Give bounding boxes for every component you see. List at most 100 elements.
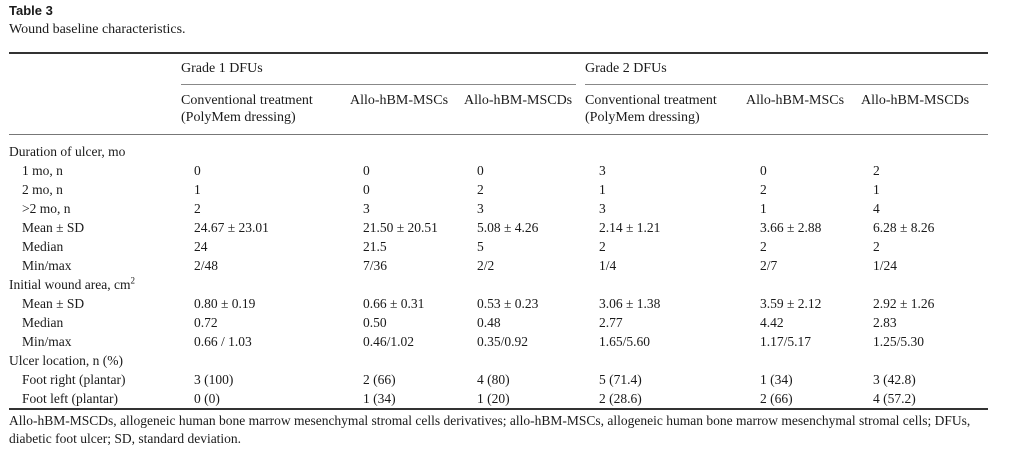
table-cell: 0 (0): [194, 391, 220, 406]
table-cell: 21.5: [363, 239, 387, 254]
column-header-g1-msc: Allo-hBM-MSCs: [350, 92, 448, 109]
table-cell: 1 (34): [363, 391, 396, 406]
table-cell: 0: [363, 163, 370, 178]
table-cell: 2.92 ± 1.26: [873, 296, 935, 311]
table-cell: 0.48: [477, 315, 501, 330]
row-label: Min/max: [22, 334, 72, 349]
table-cell: 4: [873, 201, 880, 216]
table-cell: 3: [599, 163, 606, 178]
table-cell: 3 (42.8): [873, 372, 916, 387]
table-row: Min/max 2/48 7/36 2/2 1/4 2/7 1/24: [9, 256, 983, 275]
table-row: 2 mo, n 1 0 2 1 2 1: [9, 180, 983, 199]
table-cell: 6.28 ± 8.26: [873, 220, 935, 235]
table-cell: 2: [477, 182, 484, 197]
section-title-duration: Duration of ulcer, mo: [9, 144, 126, 159]
row-label: 1 mo, n: [22, 163, 63, 178]
table-cell: 2.14 ± 1.21: [599, 220, 661, 235]
table-row: 1 mo, n 0 0 0 3 0 2: [9, 161, 983, 180]
table-row: Mean ± SD 0.80 ± 0.19 0.66 ± 0.31 0.53 ±…: [9, 294, 983, 313]
table-cell: 1.65/5.60: [599, 334, 651, 349]
table-cell: 0: [363, 182, 370, 197]
group-header-grade1: Grade 1 DFUs: [181, 61, 263, 76]
table-row: Median 24 21.5 5 2 2 2: [9, 237, 983, 256]
table-cell: 1: [760, 201, 767, 216]
table-row: Mean ± SD 24.67 ± 23.01 21.50 ± 20.51 5.…: [9, 218, 983, 237]
table-cell: 2: [760, 239, 767, 254]
column-header-line1: Conventional treatment: [585, 93, 717, 108]
table-cell: 0: [194, 163, 201, 178]
table-row: >2 mo, n 2 3 3 3 1 4: [9, 199, 983, 218]
group-underline-grade2: [585, 84, 988, 85]
section-header-row: Initial wound area, cm2: [9, 275, 983, 294]
table-cell: 2/48: [194, 258, 219, 273]
table-cell: 3: [477, 201, 484, 216]
table-cell: 2: [760, 182, 767, 197]
table-cell: 21.50 ± 20.51: [363, 220, 438, 235]
section-header-row: Duration of ulcer, mo: [9, 142, 983, 161]
table-cell: 3: [363, 201, 370, 216]
row-label: Mean ± SD: [22, 220, 85, 235]
table-row: Min/max 0.66 / 1.03 0.46/1.02 0.35/0.92 …: [9, 332, 983, 351]
table-cell: 3 (100): [194, 372, 234, 387]
table-cell: 1.25/5.30: [873, 334, 925, 349]
table-cell: 1: [599, 182, 606, 197]
table-cell: 5: [477, 239, 484, 254]
table-cell: 3.06 ± 1.38: [599, 296, 661, 311]
table-cell: 0: [760, 163, 767, 178]
group-header-grade2: Grade 2 DFUs: [585, 61, 667, 76]
row-label: Foot left (plantar): [22, 391, 118, 406]
column-header-g2-conventional: Conventional treatment (PolyMem dressing…: [585, 92, 717, 126]
table-cell: 4 (57.2): [873, 391, 916, 406]
column-header-line1: Allo-hBM-MSCs: [350, 93, 449, 108]
table-cell: 0.66 / 1.03: [194, 334, 252, 349]
table-cell: 0: [477, 163, 484, 178]
table-cell: 5.08 ± 4.26: [477, 220, 539, 235]
table-cell: 1/4: [599, 258, 617, 273]
table-cell: 0.80 ± 0.19: [194, 296, 256, 311]
table-footnote: Allo-hBM-MSCDs, allogeneic human bone ma…: [9, 413, 971, 446]
column-header-line1: Conventional treatment: [181, 93, 313, 108]
table-cell: 2.77: [599, 315, 623, 330]
data-table: Duration of ulcer, mo 1 mo, n 0 0 0 3 0 …: [9, 142, 983, 408]
table-cell: 3.66 ± 2.88: [760, 220, 822, 235]
table-cell: 1: [194, 182, 201, 197]
table-cell: 3: [599, 201, 606, 216]
table-cell: 2: [873, 239, 880, 254]
table-cell: 2: [873, 163, 880, 178]
table-cell: 1 (34): [760, 372, 793, 387]
column-header-line2: (PolyMem dressing): [181, 110, 296, 125]
section-header-row: Ulcer location, n (%): [9, 351, 983, 370]
column-header-line2: (PolyMem dressing): [585, 110, 700, 125]
header-rule: [9, 134, 988, 135]
table-cell: 0.66 ± 0.31: [363, 296, 425, 311]
group-underline-grade1: [181, 84, 576, 85]
superscript: 2: [130, 275, 135, 286]
top-rule: [9, 52, 988, 54]
table-cell: 2/7: [760, 258, 778, 273]
row-label: Median: [22, 239, 64, 254]
bottom-rule: [9, 408, 988, 410]
row-label: 2 mo, n: [22, 182, 63, 197]
table-cell: 3.59 ± 2.12: [760, 296, 822, 311]
column-header-g1-mscd: Allo-hBM-MSCDs: [464, 92, 572, 109]
table-cell: 5 (71.4): [599, 372, 642, 387]
table-caption-title: Wound baseline characteristics.: [9, 22, 186, 37]
table-cell: 24.67 ± 23.01: [194, 220, 269, 235]
column-header-line1: Allo-hBM-MSCDs: [464, 93, 573, 108]
table-cell: 0.53 ± 0.23: [477, 296, 539, 311]
table-cell: 4 (80): [477, 372, 510, 387]
column-header-line1: Allo-hBM-MSCs: [746, 93, 845, 108]
row-label: Mean ± SD: [22, 296, 85, 311]
table-row: Foot left (plantar) 0 (0) 1 (34) 1 (20) …: [9, 389, 983, 408]
table-cell: 0.46/1.02: [363, 334, 415, 349]
table-caption-label: Table 3: [9, 3, 53, 18]
column-header-g2-mscd: Allo-hBM-MSCDs: [861, 92, 969, 109]
section-title-ulcer-location: Ulcer location, n (%): [9, 353, 123, 368]
table-row: Median 0.72 0.50 0.48 2.77 4.42 2.83: [9, 313, 983, 332]
table-cell: 2 (66): [760, 391, 793, 406]
table-cell: 1.17/5.17: [760, 334, 812, 349]
table-cell: 0.35/0.92: [477, 334, 529, 349]
table-cell: 2/2: [477, 258, 495, 273]
table-cell: 1 (20): [477, 391, 510, 406]
table-cell: 0.50: [363, 315, 387, 330]
